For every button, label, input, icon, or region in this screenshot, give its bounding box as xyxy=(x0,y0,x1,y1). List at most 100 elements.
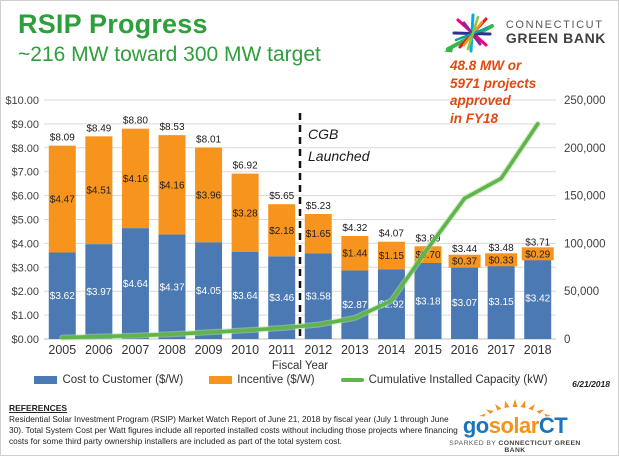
incentive-value-label: $0.37 xyxy=(452,257,477,268)
incentive-label-backing xyxy=(448,254,481,268)
incentive-value-label: $1.65 xyxy=(306,229,331,240)
bar-segment-incentive xyxy=(341,235,369,271)
cost-value-label: $3.46 xyxy=(269,293,294,304)
bar-segment-incentive xyxy=(48,145,76,253)
left-axis-tick-label: $3.00 xyxy=(11,262,39,274)
right-axis-tick-label: 100,000 xyxy=(564,238,606,250)
incentive-value-label: $4.16 xyxy=(123,174,148,185)
incentive-label-backing xyxy=(485,253,518,267)
references-block: REFERENCES Residential Solar Investment … xyxy=(9,403,464,446)
bar-total-label: $8.53 xyxy=(159,122,184,133)
bar-segment-cost xyxy=(414,262,442,339)
year-tick-label: 2009 xyxy=(195,343,223,357)
bar-segment-incentive xyxy=(377,241,405,270)
right-axis-tick-label: 250,000 xyxy=(564,95,606,107)
gosolarct-tagline: SPARKED BY CONNECTICUT GREEN BANK xyxy=(440,440,590,454)
bar-segment-incentive xyxy=(268,204,296,257)
references-text: Residential Solar Investment Program (RS… xyxy=(9,414,458,446)
combo-chart: $0.00 $1.00 $2.00 $3.00 $4.00 $5.00 $6.00 $7.00… xyxy=(1,85,618,385)
right-axis-tick-label: 150,000 xyxy=(564,191,606,203)
wordmark-ct: CT xyxy=(538,413,568,438)
year-tick-label: 2017 xyxy=(487,343,515,357)
bar-segment-incentive xyxy=(158,135,186,235)
bar-segment-cost xyxy=(48,252,76,339)
bar-total-label: $8.01 xyxy=(196,135,221,146)
year-tick-label: 2005 xyxy=(48,343,76,357)
left-axis-tick-label: $9.00 xyxy=(11,119,39,131)
logo-text-green-bank: GREEN BANK xyxy=(505,30,606,47)
fy18-annotation-line: approved xyxy=(450,93,511,109)
fy18-annotation-line: in FY18 xyxy=(450,110,499,126)
bar-segment-cost xyxy=(121,228,149,339)
year-tick-label: 2010 xyxy=(231,343,259,357)
references-heading: REFERENCES xyxy=(9,403,68,413)
year-tick-label: 2012 xyxy=(304,343,332,357)
tagline-brand: CONNECTICUT GREEN BANK xyxy=(498,440,581,454)
cost-value-label: $3.64 xyxy=(233,291,258,302)
bar-total-label: $4.32 xyxy=(342,223,367,234)
cgb-launched-label: CGB xyxy=(308,126,338,142)
legend-item-capacity: Cumulative Installed Capacity (kW) xyxy=(340,374,548,386)
left-axis-tick-label: $0.00 xyxy=(11,334,39,346)
incentive-value-label: $1.44 xyxy=(342,249,367,260)
bar-total-label: $8.49 xyxy=(86,123,111,134)
incentive-value-label: $0.29 xyxy=(525,249,550,260)
cost-value-label: $4.37 xyxy=(159,282,184,293)
wordmark-solar: solar xyxy=(488,413,540,438)
left-axis-tick-label: $1.00 xyxy=(11,310,39,322)
incentive-value-label: $4.16 xyxy=(159,180,184,191)
bar-total-label: $6.92 xyxy=(233,161,258,172)
bar-total-label: $3.71 xyxy=(525,237,550,248)
bar-segment-cost xyxy=(524,257,552,339)
gosolarct-wordmark: gosolarCT xyxy=(440,415,590,437)
year-tick-label: 2006 xyxy=(85,343,113,357)
bar-total-label: $5.23 xyxy=(306,201,331,212)
left-axis-tick-label: $6.00 xyxy=(11,191,39,203)
cost-value-label: $4.05 xyxy=(196,286,221,297)
incentive-label-backing xyxy=(521,247,554,261)
bar-segment-incentive xyxy=(304,214,332,254)
cost-value-label: $2.87 xyxy=(342,300,367,311)
bar-total-label: $8.80 xyxy=(123,116,148,127)
year-tick-label: 2018 xyxy=(524,343,552,357)
bar-total-label: $4.07 xyxy=(379,229,404,240)
year-tick-label: 2008 xyxy=(158,343,186,357)
right-axis-tick-label: 50,000 xyxy=(564,286,599,298)
bar-segment-cost xyxy=(231,252,259,339)
left-axis-tick-label: $4.00 xyxy=(11,238,39,250)
bar-segment-incentive xyxy=(231,173,259,253)
left-axis-tick-label: $2.00 xyxy=(11,286,39,298)
incentive-swatch xyxy=(209,376,233,384)
fy18-annotation-line: 5971 projects xyxy=(450,75,537,91)
cost-value-label: $3.42 xyxy=(525,294,550,305)
bar-total-label: $3.44 xyxy=(452,244,477,255)
bar-segment-incentive xyxy=(195,147,223,243)
page-subtitle: ~216 MW toward 300 MW target xyxy=(18,43,321,66)
cost-value-label: $3.58 xyxy=(306,292,331,303)
year-tick-label: 2014 xyxy=(378,343,406,357)
chart-legend: Cost to Customer ($/W) Incentive ($/W) C… xyxy=(1,374,581,386)
bar-segment-cost xyxy=(451,265,479,339)
bar-segment-incentive xyxy=(85,136,113,245)
capacity-line-swatch xyxy=(340,378,364,382)
bar-segment-cost xyxy=(158,234,186,339)
cost-value-label: $3.62 xyxy=(50,291,75,302)
year-tick-label: 2011 xyxy=(268,343,295,357)
incentive-value-label: $3.28 xyxy=(233,208,258,219)
cgb-launched-label: Launched xyxy=(308,148,371,164)
incentive-value-label: $2.18 xyxy=(269,226,294,237)
logo-text-connecticut: CONNECTICUT xyxy=(505,18,604,31)
year-tick-label: 2016 xyxy=(451,343,479,357)
year-tick-label: 2015 xyxy=(414,343,442,357)
fy18-annotation-line: 48.8 MW or xyxy=(450,58,522,73)
gosolarct-logo: gosolarCT SPARKED BY CONNECTICUT GREEN B… xyxy=(440,399,590,454)
page-title: RSIP Progress xyxy=(18,9,208,39)
bar-total-label: $5.65 xyxy=(269,191,294,202)
starburst-icon xyxy=(443,13,494,53)
left-axis-tick-label: $10.00 xyxy=(5,95,39,107)
legend-item-cost: Cost to Customer ($/W) xyxy=(34,374,183,386)
right-axis-tick-label: 0 xyxy=(564,334,570,346)
bar-segment-cost xyxy=(341,270,369,339)
incentive-value-label: $4.51 xyxy=(86,186,111,197)
bar-segment-incentive xyxy=(121,128,149,229)
